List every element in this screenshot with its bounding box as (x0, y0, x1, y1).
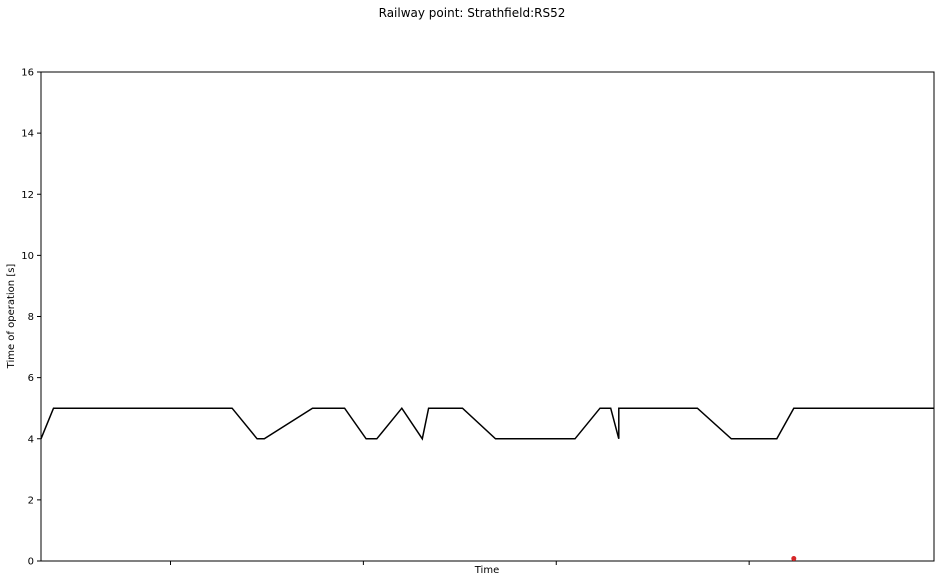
y-tick-label: 8 (28, 312, 34, 323)
y-tick-label: 0 (28, 557, 34, 568)
y-tick-label: 16 (21, 68, 34, 79)
y-tick-label: 6 (28, 373, 34, 384)
y-axis: 0 2 4 6 8 10 12 14 16 (21, 68, 41, 568)
x-axis-label: Time (474, 565, 499, 576)
series-layer (40, 406, 934, 441)
y-tick-label: 10 (21, 251, 34, 262)
y-axis-label: Time of operation [s] (6, 264, 17, 370)
y-tick-label: 4 (28, 434, 34, 445)
y-tick-label: 14 (21, 129, 34, 140)
data-point (791, 556, 797, 562)
x-axis (169, 561, 750, 565)
plot-frame (40, 71, 935, 562)
points-layer (791, 556, 797, 562)
series-line-0 (40, 406, 934, 441)
y-tick-label: 2 (28, 495, 34, 506)
chart-title: Railway point: Strathfield:RS52 (379, 6, 566, 20)
plot-area (40, 71, 935, 562)
y-tick-label: 12 (21, 190, 34, 201)
